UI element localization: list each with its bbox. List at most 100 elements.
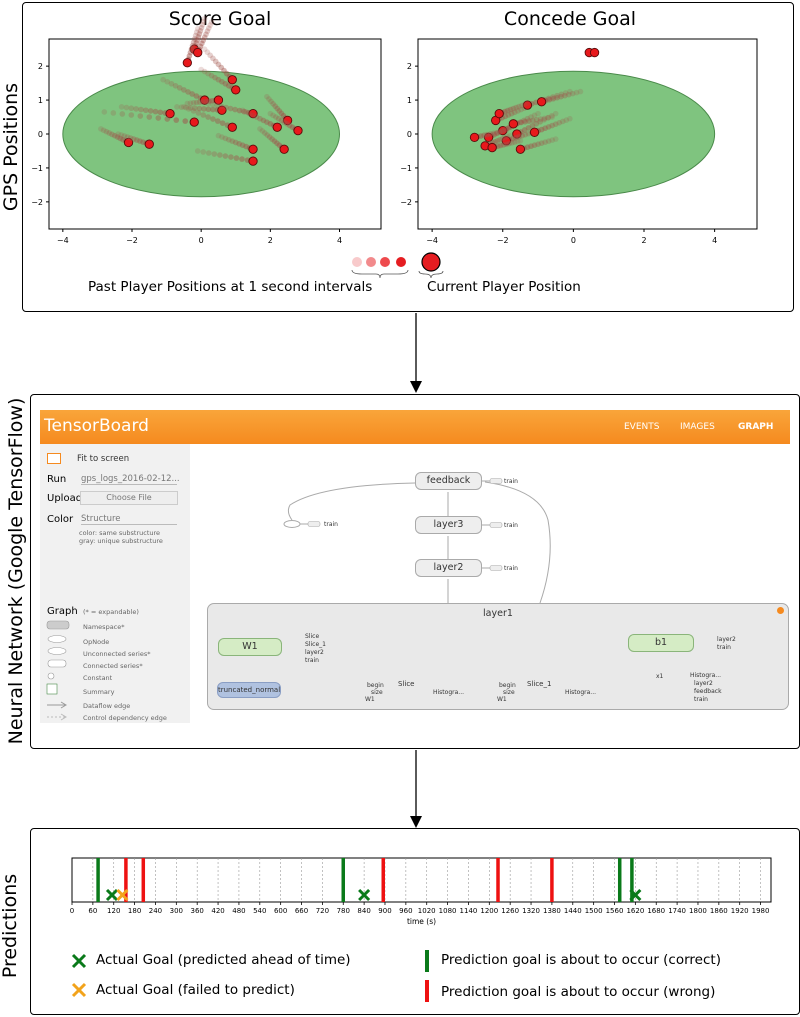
legend-summary-icon — [46, 683, 58, 695]
score-trail-dot — [215, 61, 222, 68]
timeline-tick-label: 420 — [211, 907, 224, 915]
legend-opnode-icon — [47, 635, 67, 643]
concede-trail-dot — [567, 88, 573, 95]
slice1-op-label: Slice_1 — [527, 680, 552, 688]
node-layer3[interactable]: layer3 — [415, 516, 482, 534]
node-layer1-label: layer1 — [483, 608, 513, 619]
concede-player-marker — [536, 97, 547, 107]
score-trail-dot — [187, 100, 194, 106]
score-trail-dot — [257, 115, 263, 122]
score-trail-dot — [193, 99, 200, 106]
timeline-tick-label: 1680 — [647, 907, 665, 915]
score-trail-dot — [229, 138, 236, 144]
concede-trail-dot — [537, 118, 543, 125]
concede-trail-dot — [499, 135, 506, 142]
slice-op-label: Slice — [398, 680, 415, 688]
score-trail-dot — [193, 29, 200, 36]
concede-ytick-label: 0 — [407, 130, 412, 139]
concede-trail-dot — [506, 140, 512, 147]
score-xtick-label: 4 — [337, 236, 342, 245]
concede-trail-dot — [519, 102, 525, 109]
score-trail-dot — [201, 68, 208, 75]
score-trail-dot — [98, 126, 104, 132]
concede-trail-dot — [549, 112, 555, 119]
score-trail-dot — [185, 89, 191, 95]
node-feedback[interactable]: feedback — [415, 472, 482, 490]
score-trail-dot — [207, 22, 213, 28]
legend-unconnected-icon — [47, 647, 67, 655]
score-trail-dot — [157, 109, 164, 116]
concede-ytick-label: −2 — [400, 198, 412, 207]
w1-output-slice1: Slice_1 — [305, 641, 326, 648]
legend-goal-failed-icon — [71, 982, 87, 998]
concede-trail-dot — [529, 117, 536, 124]
collapse-icon[interactable] — [777, 607, 784, 614]
concede-trail-dot — [500, 128, 506, 135]
score-trail-dot — [236, 107, 243, 114]
nav-images[interactable]: IMAGES — [680, 422, 715, 432]
run-select[interactable]: gps_logs_2016-02-12... — [81, 474, 180, 485]
slice-w1: W1 — [365, 696, 375, 703]
legend-past-brace — [351, 269, 409, 279]
fit-to-screen-label[interactable]: Fit to screen — [77, 454, 130, 464]
concede-trail-dot — [545, 114, 551, 121]
color-select[interactable]: Structure — [81, 514, 177, 525]
x1-label: x1 — [656, 673, 664, 680]
score-trail-dot — [146, 114, 153, 120]
timeline-xlabel: time (s) — [407, 917, 436, 926]
score-trail-dot — [215, 132, 222, 139]
score-trail-dot — [137, 113, 144, 119]
slice-size: size — [371, 689, 383, 696]
score-player-marker — [213, 95, 224, 105]
concede-trail-dot — [502, 126, 509, 133]
nav-events[interactable]: EVENTS — [624, 422, 660, 432]
concede-player-marker — [508, 119, 518, 129]
score-trail-dot — [110, 110, 117, 116]
timeline-tick-label: 1800 — [689, 907, 707, 915]
score-trail-dot — [218, 64, 225, 71]
score-ytick-label: −1 — [31, 164, 43, 173]
score-ytick-label: −2 — [31, 198, 43, 207]
node-layer1[interactable]: layer1 — [207, 603, 789, 710]
concede-trail-dot — [510, 105, 517, 112]
concede-trail-dot — [531, 142, 538, 148]
score-trail-dot — [200, 112, 207, 118]
concede-trail-dot — [504, 133, 511, 140]
node-w1[interactable]: W1 — [218, 638, 282, 656]
concede-ytick-label: 1 — [407, 96, 412, 105]
node-b1[interactable]: b1 — [628, 634, 694, 652]
legend-summary: Summary — [83, 688, 115, 696]
slice-histogram: Histogra... — [433, 689, 465, 696]
timeline-tick-label: 1380 — [543, 907, 561, 915]
concede-trail-dot — [522, 131, 529, 138]
score-trail-dot — [266, 134, 273, 140]
concede-trail-dot — [503, 127, 510, 134]
choose-file-button[interactable]: Choose File — [80, 491, 178, 505]
timeline-tick-label: 1500 — [585, 907, 603, 915]
goal-predicted-marker — [629, 888, 642, 902]
timeline-tick-label: 900 — [378, 907, 391, 915]
score-trail-dot — [199, 21, 206, 28]
concede-trail-dot — [516, 133, 522, 140]
orphan-train-stub — [307, 521, 321, 527]
concede-trail-dot — [521, 117, 527, 124]
concede-trail-dot — [556, 120, 563, 126]
fit-screen-icon[interactable] — [47, 453, 61, 464]
node-truncated-normal[interactable]: truncated_normal — [217, 682, 281, 698]
concede-trail-dot — [502, 134, 508, 141]
timeline-tick-label: 1020 — [418, 907, 436, 915]
concede-trail-dot — [490, 130, 497, 137]
score-trail-dot — [133, 106, 139, 112]
score-trail-dot — [178, 104, 185, 110]
node-layer2[interactable]: layer2 — [415, 559, 482, 577]
score-trail-dot — [100, 127, 107, 134]
score-trail-dot — [160, 76, 166, 83]
concede-trail-dot — [552, 121, 559, 127]
score-trail-dot — [189, 91, 195, 97]
score-trail-dot — [201, 106, 207, 112]
b1-output-train: train — [717, 644, 731, 651]
score-trail-dot — [152, 108, 159, 115]
concede-trail-dot — [567, 115, 573, 122]
nav-graph[interactable]: GRAPH — [738, 422, 774, 432]
concede-player-marker — [501, 136, 511, 146]
